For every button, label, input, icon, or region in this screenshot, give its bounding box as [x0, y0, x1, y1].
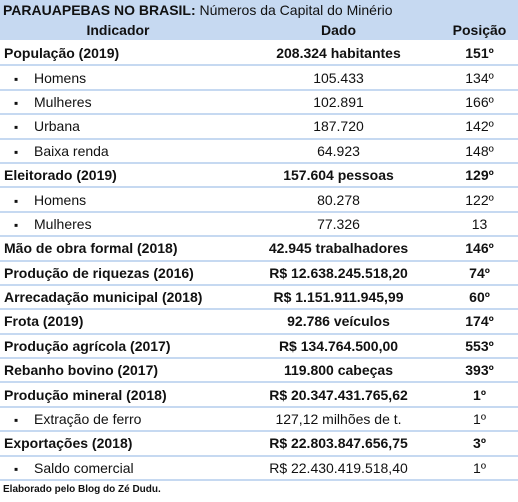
title-bar: PARAUAPEBAS NO BRASIL: Números da Capita…	[0, 0, 518, 20]
cell: Extração de ferro	[0, 406, 236, 433]
main-row: Rebanho bovino (2017) 119.800 cabeças 393º	[0, 358, 518, 384]
cell: 77.326	[236, 211, 441, 238]
cell: 92.786 veículos	[236, 309, 441, 335]
main-row: Produção mineral (2018) R$ 20.347.431.765…	[0, 382, 518, 408]
cell: 166º	[441, 89, 518, 116]
title-bold: PARAUAPEBAS NO BRASIL:	[3, 2, 196, 18]
cell: R$ 12.638.245.518,20	[236, 260, 441, 286]
cell: 393º	[441, 358, 518, 384]
cell: 13	[441, 211, 518, 238]
cell: Mulheres	[0, 89, 236, 116]
cell: População (2019)	[0, 41, 236, 67]
cell: 157.604 pessoas	[236, 162, 441, 189]
cell: 134º	[441, 65, 518, 91]
cell: 187.720	[236, 114, 441, 140]
cell: Arrecadação municipal (2018)	[0, 284, 236, 311]
cell: R$ 134.764.500,00	[236, 333, 441, 360]
cell: 129º	[441, 162, 518, 189]
cell: Baixa renda	[0, 138, 236, 164]
cell: 119.800 cabeças	[236, 358, 441, 384]
header-cell: Dado	[236, 20, 441, 42]
cell: Urbana	[0, 114, 236, 140]
data-table: Indicador Dado Posição População (2019) 2…	[0, 20, 518, 482]
cell: 127,12 milhões de t.	[236, 406, 441, 433]
cell: 148º	[441, 138, 518, 164]
cell: Mão de obra formal (2018)	[0, 236, 236, 262]
cell: 64.923	[236, 138, 441, 164]
title-rest: Números da Capital do Minério	[199, 2, 393, 18]
cell: 74º	[441, 260, 518, 286]
main-row: Exportações (2018) R$ 22.803.847.656,75 3º	[0, 431, 518, 457]
footer: Elaborado pelo Blog do Zé Dudu.	[3, 484, 161, 496]
cell: R$ 22.430.419.518,40	[236, 455, 441, 482]
header-row: Indicador Dado Posição	[0, 20, 518, 42]
cell: R$ 20.347.431.765,62	[236, 382, 441, 408]
cell: 60º	[441, 284, 518, 311]
main-row: Produção de riquezas (2016) R$ 12.638.245…	[0, 260, 518, 286]
main-row: Mão de obra formal (2018) 42.945 trabalha…	[0, 236, 518, 262]
cell: Rebanho bovino (2017)	[0, 358, 236, 384]
cell: 208.324 habitantes	[236, 41, 441, 67]
cell: Produção de riquezas (2016)	[0, 260, 236, 286]
cell: 1º	[441, 382, 518, 408]
cell: Eleitorado (2019)	[0, 162, 236, 189]
cell: 3º	[441, 431, 518, 457]
cell: 1º	[441, 406, 518, 433]
cell: 105.433	[236, 65, 441, 91]
header-cell: Posição	[441, 20, 518, 42]
cell: Frota (2019)	[0, 309, 236, 335]
cell: 151º	[441, 41, 518, 67]
cell: Saldo comercial	[0, 455, 236, 482]
cell: 174º	[441, 309, 518, 335]
header-cell: Indicador	[0, 20, 236, 42]
cell: Homens	[0, 65, 236, 91]
cell: 122º	[441, 187, 518, 213]
main-row: Eleitorado (2019) 157.604 pessoas 129º	[0, 162, 518, 189]
cell: R$ 1.151.911.945,99	[236, 284, 441, 311]
cell: 102.891	[236, 89, 441, 116]
main-row: Frota (2019) 92.786 veículos 174º	[0, 309, 518, 335]
cell: Homens	[0, 187, 236, 213]
cell: Exportações (2018)	[0, 431, 236, 457]
cell: 142º	[441, 114, 518, 140]
cell: Mulheres	[0, 211, 236, 238]
cell: 146º	[441, 236, 518, 262]
cell: 80.278	[236, 187, 441, 213]
main-row: População (2019) 208.324 habitantes 151º	[0, 41, 518, 67]
cell: R$ 22.803.847.656,75	[236, 431, 441, 457]
main-row: Arrecadação municipal (2018) R$ 1.151.911…	[0, 284, 518, 311]
cell: Produção mineral (2018)	[0, 382, 236, 408]
cell: Produção agrícola (2017)	[0, 333, 236, 360]
cell: 553º	[441, 333, 518, 360]
table-body: População (2019)208.324 habitantes151ºHo…	[0, 41, 518, 482]
cell: 1º	[441, 455, 518, 482]
main-row: Produção agrícola (2017) R$ 134.764.500,0…	[0, 333, 518, 360]
cell: 42.945 trabalhadores	[236, 236, 441, 262]
